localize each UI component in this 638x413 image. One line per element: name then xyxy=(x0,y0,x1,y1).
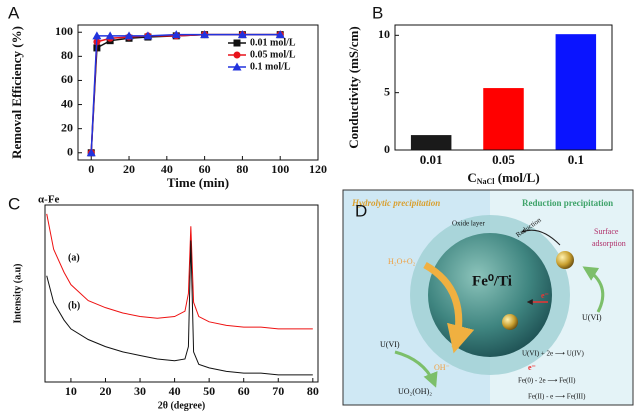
bar xyxy=(410,135,452,150)
diagram: Hydrolytic precipitation Reduction preci… xyxy=(342,189,634,406)
adsorption-arrow xyxy=(582,266,605,313)
series-label: (b) xyxy=(68,300,80,311)
equation: Fe(0) - 2e ⟶ Fe(II) xyxy=(518,377,576,385)
y-axis-label: Intensity (a.u) xyxy=(12,263,23,323)
data-point xyxy=(237,30,247,39)
panel-label: B xyxy=(372,3,383,22)
x-tick-label: 40 xyxy=(161,162,173,176)
electron-label: e⁻ xyxy=(541,291,549,300)
x-axis-label: CNaCl (mol/L) xyxy=(467,170,539,186)
species-label: U(VI) xyxy=(380,340,400,349)
data-point xyxy=(233,39,241,47)
data-point xyxy=(200,30,210,39)
x-tick-label: 0.1 xyxy=(568,152,584,167)
equation: U(VI) + 2e ⟶ U(IV) xyxy=(522,350,584,358)
y-tick-label: 10 xyxy=(378,27,390,41)
y-tick-label: 60 xyxy=(61,72,73,86)
panel-label: A xyxy=(8,3,20,22)
bar xyxy=(555,34,597,150)
right-header: Reduction precipitation xyxy=(522,198,613,208)
hydroxide-label: OH⁻ xyxy=(434,363,450,372)
hydrolysis-arrow xyxy=(423,261,475,354)
plot-frame xyxy=(44,204,319,383)
y-tick-label: 0 xyxy=(67,145,73,159)
left-header: Hydrolytic precipitation xyxy=(351,198,440,208)
data-line xyxy=(46,213,313,330)
data-point xyxy=(275,30,285,39)
x-tick-label: 60 xyxy=(199,162,211,176)
data-point xyxy=(233,51,241,59)
panel-label: D xyxy=(355,201,367,220)
x-axis-label-part: (mol/L) xyxy=(495,170,540,185)
reagent-label: H₂O+O₂ xyxy=(388,257,416,266)
oxide-layer-label: Oxide layer xyxy=(452,220,486,228)
x-tick-label: 0.05 xyxy=(492,152,515,167)
legend-label: 0.05 mol/L xyxy=(250,49,296,60)
x-axis-label: Time (min) xyxy=(167,175,229,190)
plot-frame xyxy=(77,24,319,161)
precipitate-label: UO₂(OH)₂ xyxy=(398,387,432,396)
bar xyxy=(483,88,524,150)
data-point xyxy=(232,62,242,71)
y-tick-label: 100 xyxy=(55,24,73,38)
diagram-frame xyxy=(342,189,634,406)
x-axis-label-part: NaCl xyxy=(477,177,496,186)
legend-label: 0.1 mol/L xyxy=(250,61,291,72)
y-tick-label: 0 xyxy=(384,142,390,156)
data-point xyxy=(124,31,134,40)
x-axis-label-part: C xyxy=(467,170,476,185)
species-label: U(VI) xyxy=(582,313,602,322)
x-tick-label: 80 xyxy=(307,384,319,398)
surface-label: adsorption xyxy=(592,239,626,248)
precipitation-arrow xyxy=(394,350,438,388)
data-point xyxy=(86,148,96,157)
data-line xyxy=(46,240,313,376)
x-tick-label: 80 xyxy=(236,162,248,176)
x-tick-label: 20 xyxy=(123,162,135,176)
x-tick-label: 0.01 xyxy=(420,152,443,167)
peak-label: α-Fe xyxy=(38,193,60,205)
y-axis-label: Removal Efficiency (%) xyxy=(9,26,24,159)
x-tick-label: 30 xyxy=(134,384,146,398)
uranium-particle xyxy=(556,251,574,269)
data-point xyxy=(143,31,153,40)
x-tick-label: 20 xyxy=(99,384,111,398)
data-point xyxy=(171,30,181,39)
x-tick-label: 50 xyxy=(203,384,215,398)
x-tick-label: 60 xyxy=(238,384,250,398)
x-tick-label: 10 xyxy=(65,384,77,398)
x-tick-label: 0 xyxy=(88,162,94,176)
x-tick-label: 120 xyxy=(309,162,327,176)
surface-label: Surface xyxy=(594,227,619,236)
y-tick-label: 5 xyxy=(384,84,390,98)
x-tick-label: 70 xyxy=(272,384,284,398)
panel-label: C xyxy=(8,194,20,213)
uranium-particle xyxy=(502,314,518,330)
y-tick-label: 20 xyxy=(61,120,73,134)
y-tick-label: 80 xyxy=(61,48,73,62)
electron-label: e⁻ xyxy=(528,363,536,372)
x-tick-label: 40 xyxy=(169,384,181,398)
x-axis-label: 2θ (degree) xyxy=(158,400,206,411)
y-axis-label: Conductivity (mS/cm) xyxy=(346,26,361,148)
core-sphere xyxy=(428,233,552,357)
data-point xyxy=(105,31,115,40)
reduction-arrow xyxy=(521,228,561,246)
data-point xyxy=(92,31,102,40)
equation: Fe(II) - e ⟶ Fe(III) xyxy=(528,393,586,401)
legend-label: 0.01 mol/L xyxy=(250,37,296,48)
core-label: Fe⁰/Ti xyxy=(472,273,512,289)
x-tick-label: 100 xyxy=(271,162,289,176)
plot-frame xyxy=(394,24,613,151)
y-tick-label: 40 xyxy=(61,96,73,110)
series-label: (a) xyxy=(68,253,80,264)
